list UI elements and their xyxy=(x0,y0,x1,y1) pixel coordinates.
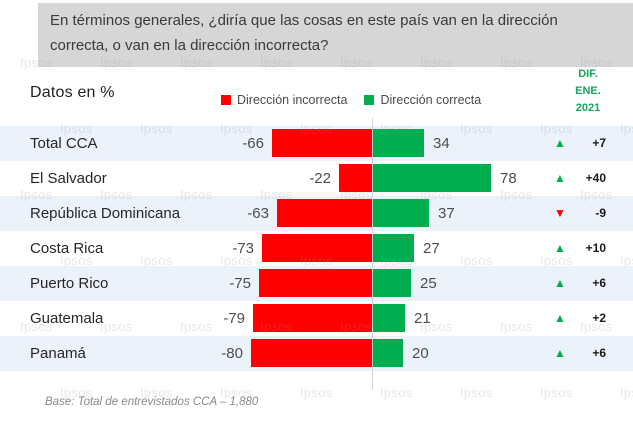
incorrect-bar xyxy=(277,199,372,227)
country-label: El Salvador xyxy=(30,170,107,187)
incorrect-value-label: -79 xyxy=(223,310,245,327)
correct-bar xyxy=(373,269,411,297)
trend-up-icon: ▲ xyxy=(554,136,566,150)
ipsos-watermark: Ipsos xyxy=(540,385,573,400)
incorrect-bar xyxy=(272,129,372,157)
zero-axis-line xyxy=(372,118,373,389)
correct-value-label: 20 xyxy=(412,345,429,362)
incorrect-value-label: -80 xyxy=(221,345,243,362)
incorrect-bar xyxy=(259,269,372,297)
diff-value: +2 xyxy=(592,311,606,325)
diff-value: -9 xyxy=(595,206,606,220)
incorrect-value-label: -22 xyxy=(309,170,331,187)
country-label: Puerto Rico xyxy=(30,275,109,292)
correct-value-label: 37 xyxy=(438,205,455,222)
incorrect-value-label: -63 xyxy=(247,205,269,222)
incorrect-value-label: -75 xyxy=(229,275,251,292)
diff-value: +7 xyxy=(592,136,606,150)
trend-up-icon: ▲ xyxy=(554,171,566,185)
correct-bar xyxy=(373,304,405,332)
correct-value-label: 27 xyxy=(423,240,440,257)
legend-item-incorrect: Dirección incorrecta xyxy=(221,93,347,107)
legend-item-correct: Dirección correcta xyxy=(364,93,481,107)
bar-chart: Total CCA -66 34 ▲ +7 El Salvador -22 78 ▲ +40 Rep… xyxy=(0,118,633,389)
correct-bar xyxy=(373,129,424,157)
country-label: Total CCA xyxy=(30,135,98,152)
trend-up-icon: ▲ xyxy=(554,346,566,360)
correct-value-label: 34 xyxy=(433,135,450,152)
ipsos-watermark: Ipsos xyxy=(460,385,493,400)
chart-row: Total CCA -66 34 ▲ +7 xyxy=(0,126,633,161)
correct-value-label: 78 xyxy=(500,170,517,187)
ipsos-watermark: Ipsos xyxy=(620,385,633,400)
ipsos-watermark: Ipsos xyxy=(300,385,333,400)
correct-bar xyxy=(373,164,491,192)
chart-row: Costa Rica -73 27 ▲ +10 xyxy=(0,231,633,266)
legend-label: Dirección incorrecta xyxy=(237,93,348,107)
correct-value-label: 21 xyxy=(414,310,431,327)
country-label: Costa Rica xyxy=(30,240,104,257)
chart-row: Panamá -80 20 ▲ +6 xyxy=(0,336,633,371)
incorrect-value-label: -73 xyxy=(232,240,254,257)
chart-row: Guatemala -79 21 ▲ +2 xyxy=(0,301,633,336)
chart-legend: Dirección incorrecta Dirección correcta xyxy=(221,93,481,107)
data-note: Datos en % xyxy=(30,84,115,101)
incorrect-bar xyxy=(262,234,372,262)
red-swatch-icon xyxy=(221,95,231,105)
base-note: Base: Total de entrevistados CCA – 1,880 xyxy=(45,396,259,408)
country-label: República Dominicana xyxy=(30,205,181,222)
country-label: Panamá xyxy=(30,345,86,362)
diff-value: +40 xyxy=(585,171,606,185)
correct-bar xyxy=(373,234,414,262)
correct-bar xyxy=(373,339,403,367)
country-label: Guatemala xyxy=(30,310,104,327)
chart-row: Puerto Rico -75 25 ▲ +6 xyxy=(0,266,633,301)
chart-row: República Dominicana -63 37 ▼ -9 xyxy=(0,196,633,231)
ipsos-watermark: Ipsos xyxy=(380,385,413,400)
legend-label: Dirección correcta xyxy=(380,93,482,107)
incorrect-value-label: -66 xyxy=(242,135,264,152)
question-title: En términos generales, ¿diría que las co… xyxy=(38,3,633,67)
incorrect-bar xyxy=(339,164,372,192)
trend-down-icon: ▼ xyxy=(554,206,566,220)
diff-value: +10 xyxy=(585,241,606,255)
correct-bar xyxy=(373,199,429,227)
green-swatch-icon xyxy=(364,95,375,105)
diff-column-header: DIF. ENE. 2021 xyxy=(575,68,601,115)
diff-value: +6 xyxy=(592,346,606,360)
correct-value-label: 25 xyxy=(420,275,437,292)
diff-value: +6 xyxy=(592,276,606,290)
incorrect-bar xyxy=(251,339,372,367)
trend-up-icon: ▲ xyxy=(554,276,566,290)
trend-up-icon: ▲ xyxy=(554,311,566,325)
trend-up-icon: ▲ xyxy=(554,241,566,255)
incorrect-bar xyxy=(253,304,372,332)
chart-row: El Salvador -22 78 ▲ +40 xyxy=(0,161,633,196)
